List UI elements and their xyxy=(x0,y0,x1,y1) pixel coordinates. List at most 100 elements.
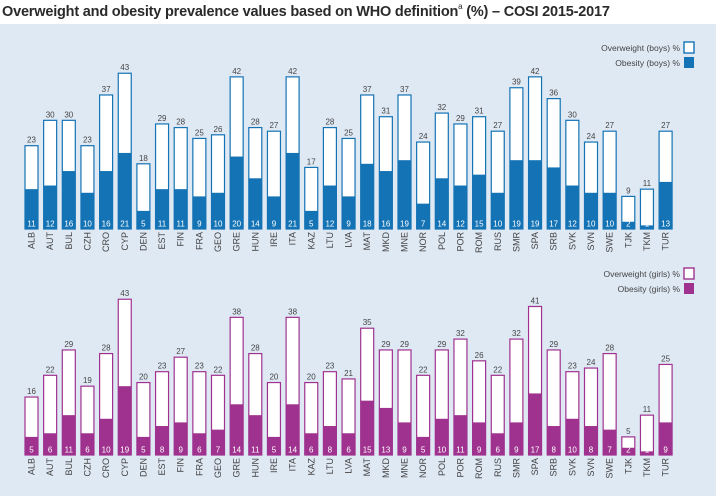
x-tick-label: EST xyxy=(157,458,167,476)
x-tick-label: TUR xyxy=(661,458,671,477)
data-label-overweight: 30 xyxy=(46,110,55,119)
bar-obesity xyxy=(304,433,318,455)
x-tick-label: LVA xyxy=(344,232,354,248)
data-label-obesity: 11 xyxy=(65,446,74,455)
x-tick-label: ROM xyxy=(474,232,484,253)
x-tick-label: CRO xyxy=(101,458,111,478)
x-tick-label: ALB xyxy=(27,232,37,249)
bar-obesity xyxy=(565,185,579,229)
data-label-overweight: 32 xyxy=(437,103,446,112)
x-tick-label: AUT xyxy=(45,231,55,250)
bar-obesity xyxy=(453,185,467,229)
x-tick-label: IRE xyxy=(269,458,279,473)
bar-obesity xyxy=(43,433,57,455)
data-label-obesity: 12 xyxy=(456,220,465,229)
bar-obesity xyxy=(659,422,673,455)
data-label-obesity: 9 xyxy=(197,220,202,229)
bar-obesity xyxy=(528,160,542,229)
data-label-overweight: 20 xyxy=(269,373,278,382)
data-label-obesity: 16 xyxy=(64,220,73,229)
data-label-obesity: 8 xyxy=(551,446,556,455)
data-label-obesity: 20 xyxy=(232,220,241,229)
bar-obesity xyxy=(342,196,356,229)
data-label-obesity: 8 xyxy=(589,446,594,455)
data-label-overweight: 28 xyxy=(605,344,614,353)
bar-obesity xyxy=(640,451,654,455)
data-label-overweight: 23 xyxy=(195,362,204,371)
legend-swatch-obesity xyxy=(684,57,694,68)
bar-obesity xyxy=(62,171,76,229)
bar-obesity xyxy=(659,181,673,229)
data-label-obesity: 5 xyxy=(29,446,34,455)
data-label-overweight: 30 xyxy=(64,110,73,119)
bar-obesity xyxy=(136,436,150,455)
x-tick-label: LVA xyxy=(344,458,354,474)
data-label-overweight: 36 xyxy=(549,89,558,98)
data-label-obesity: 10 xyxy=(102,446,111,455)
x-tick-label: LTU xyxy=(325,232,335,248)
legend-swatch-overweight xyxy=(683,267,695,280)
bar-obesity xyxy=(360,163,374,229)
x-tick-label: CZH xyxy=(82,458,92,477)
data-label-obesity: 10 xyxy=(605,220,614,229)
data-label-obesity: 2 xyxy=(626,220,631,229)
data-label-obesity: 10 xyxy=(493,220,502,229)
bar-obesity xyxy=(472,174,486,229)
x-tick-label: MKD xyxy=(381,232,391,253)
data-label-obesity: 10 xyxy=(568,446,577,455)
data-label-overweight: 22 xyxy=(419,365,428,374)
data-label-obesity: 7 xyxy=(607,446,612,455)
x-tick-label: SVN xyxy=(586,458,596,477)
data-label-obesity: 18 xyxy=(363,220,372,229)
bar-obesity xyxy=(99,171,113,229)
data-label-obesity: 19 xyxy=(400,220,409,229)
data-label-overweight: 29 xyxy=(381,340,390,349)
bar-obesity xyxy=(304,210,318,229)
data-label-overweight: 19 xyxy=(83,376,92,385)
data-label-overweight: 27 xyxy=(605,121,614,130)
x-tick-label: AUT xyxy=(45,457,55,476)
bar-obesity xyxy=(25,189,38,229)
bar-obesity xyxy=(323,185,337,229)
x-tick-label: DEN xyxy=(138,232,148,251)
data-label-obesity: 12 xyxy=(46,220,55,229)
data-label-obesity: 7 xyxy=(216,446,221,455)
x-tick-label: BUL xyxy=(64,232,74,250)
data-label-overweight: 23 xyxy=(158,362,167,371)
x-tick-label: GEO xyxy=(213,458,223,478)
x-tick-label: SWE xyxy=(605,232,615,253)
data-label-obesity: 5 xyxy=(141,446,146,455)
x-tick-label: MNE xyxy=(400,458,410,478)
data-label-overweight: 28 xyxy=(102,344,111,353)
data-label-overweight: 29 xyxy=(437,340,446,349)
data-label-obesity: 9 xyxy=(346,220,351,229)
legend-label: Obesity (boys) % xyxy=(615,58,680,68)
data-label-overweight: 39 xyxy=(512,78,521,87)
x-tick-label: RUS xyxy=(493,232,503,251)
bar-obesity xyxy=(621,221,635,229)
data-label-overweight: 17 xyxy=(307,157,316,166)
bar-obesity xyxy=(248,415,262,455)
data-label-obesity: 8 xyxy=(160,446,165,455)
x-tick-label: CYP xyxy=(120,232,130,251)
data-label-obesity: 9 xyxy=(477,446,482,455)
data-label-obesity: 11 xyxy=(177,220,186,229)
x-tick-label: MAT xyxy=(362,458,372,477)
data-label-overweight: 28 xyxy=(251,118,260,127)
data-label-obesity: 16 xyxy=(102,220,111,229)
data-label-overweight: 42 xyxy=(531,67,540,76)
data-label-overweight: 41 xyxy=(531,296,540,305)
x-tick-label: GEO xyxy=(213,232,223,252)
bar-obesity xyxy=(435,418,449,455)
data-label-obesity: 11 xyxy=(158,220,167,229)
data-label-obesity: 19 xyxy=(512,220,521,229)
x-tick-label: SMR xyxy=(511,458,521,479)
bar-obesity xyxy=(547,167,561,229)
bar-obesity xyxy=(155,426,169,455)
data-label-obesity: 16 xyxy=(381,220,390,229)
bar-obesity xyxy=(416,203,430,229)
data-label-obesity: 17 xyxy=(531,446,540,455)
bar-obesity xyxy=(379,407,393,455)
bar-obesity xyxy=(509,422,523,455)
data-label-obesity: 6 xyxy=(48,446,53,455)
